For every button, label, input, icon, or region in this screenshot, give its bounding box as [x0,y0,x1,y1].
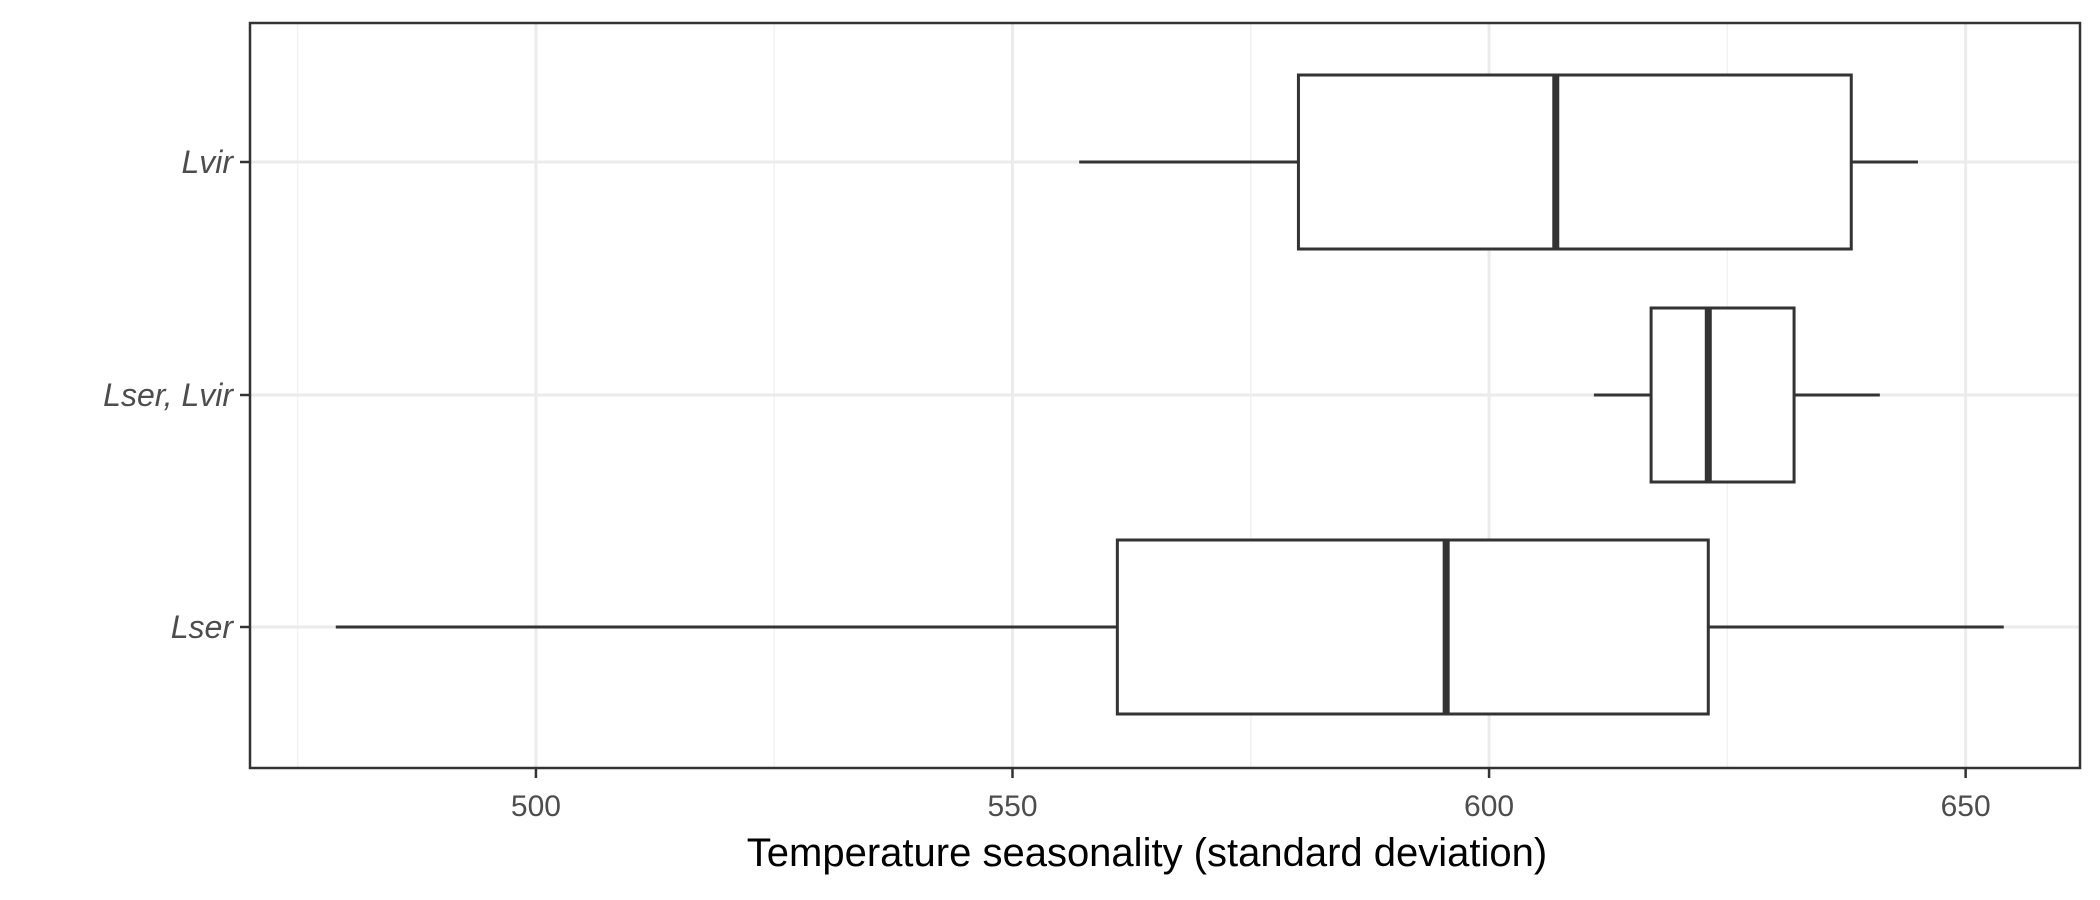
y-category-label: Lser [171,609,235,645]
x-tick-label: 600 [1464,790,1514,823]
box-iqr [1296,73,1853,251]
box-iqr [1649,306,1796,484]
y-category-label: Lvir [181,144,234,180]
box-group [1593,306,1880,484]
x-tick-label: 550 [987,790,1037,823]
box-group [335,538,2004,716]
axis-layer: 500 550 600 650 Lvir Lser, Lvir Lser [103,144,1990,823]
x-axis-title: Temperature seasonality (standard deviat… [747,831,1547,875]
box-layer [335,73,2004,716]
box-iqr [1115,538,1710,716]
y-category-label: Lser, Lvir [103,377,234,413]
x-tick-label: 650 [1941,790,1991,823]
x-tick-label: 500 [511,790,561,823]
box-group [1079,73,1918,251]
